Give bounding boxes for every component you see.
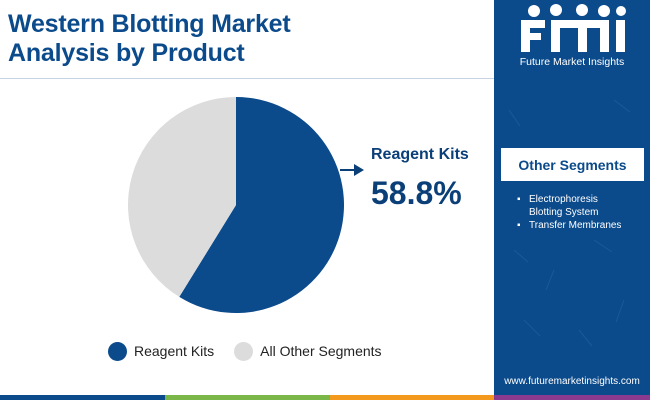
sidebar-texture <box>508 99 631 347</box>
logo-text: Future Market Insights <box>519 56 625 68</box>
legend-swatch-other-segments <box>234 341 254 361</box>
segment-label: Electrophoresis Blotting System <box>529 194 599 218</box>
fmi-logo <box>521 4 626 52</box>
title-line-1: Western Blotting Market <box>8 10 291 38</box>
pie-chart <box>127 97 364 313</box>
sidebar: Future Market Insights Other Segments ww… <box>494 0 650 400</box>
legend-item-other-segments: All Other Segments <box>234 341 382 361</box>
website-url[interactable]: www.futuremarketinsights.com <box>504 376 640 387</box>
pie-slice-all-other-segments <box>127 97 236 297</box>
footer-bar-segment-4 <box>494 395 650 400</box>
title-line-2: Analysis by Product <box>8 39 245 67</box>
bullet-icon: ▪ <box>517 220 521 231</box>
list-item: ▪ Transfer Membranes <box>514 219 634 232</box>
legend-swatch-reagent-kits <box>108 341 127 361</box>
segment-label: Transfer Membranes <box>529 220 622 231</box>
pie-slice-reagent-kits <box>179 97 344 313</box>
footer-bar-segment-2 <box>165 395 330 400</box>
chart-title: Western Blotting Market Analysis by Prod… <box>8 10 291 68</box>
header-divider <box>0 78 494 79</box>
other-segments-list: ▪ Electrophoresis Blotting System ▪ Tran… <box>514 193 634 232</box>
footer-bar-segment-3 <box>330 395 494 400</box>
legend: Reagent Kits All Other Segments <box>108 340 402 362</box>
callout-arrow-icon <box>354 164 364 176</box>
legend-label-reagent-kits: Reagent Kits <box>134 343 215 359</box>
footer-bar-segment-1 <box>0 395 165 400</box>
list-item: ▪ Electrophoresis Blotting System <box>514 193 634 219</box>
callout-label: Reagent Kits <box>371 146 469 163</box>
legend-item-reagent-kits: Reagent Kits <box>108 341 215 361</box>
bullet-icon: ▪ <box>517 194 521 205</box>
other-segments-heading: Other Segments <box>501 148 644 181</box>
legend-label-other-segments: All Other Segments <box>260 343 382 359</box>
callout-value: 58.8% <box>371 175 462 211</box>
